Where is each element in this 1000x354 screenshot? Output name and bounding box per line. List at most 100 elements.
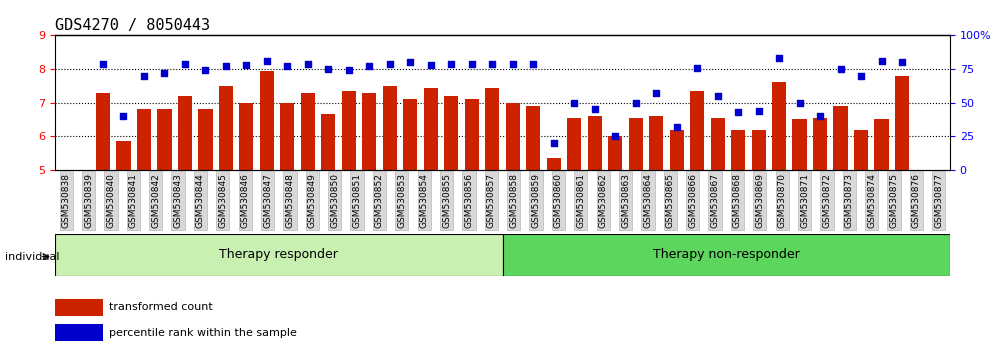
Bar xyxy=(670,130,684,170)
Bar xyxy=(321,114,335,170)
Text: GSM530858: GSM530858 xyxy=(509,173,518,228)
Bar xyxy=(383,86,397,170)
Text: Therapy non-responder: Therapy non-responder xyxy=(653,249,800,261)
Point xyxy=(177,61,193,67)
Bar xyxy=(792,119,807,170)
Text: GSM530852: GSM530852 xyxy=(375,173,384,228)
Bar xyxy=(731,130,745,170)
Bar xyxy=(547,158,561,170)
Point xyxy=(607,133,623,139)
Text: GSM530867: GSM530867 xyxy=(711,173,720,228)
Point xyxy=(382,61,398,67)
Text: GSM530876: GSM530876 xyxy=(912,173,921,228)
Point xyxy=(259,58,275,64)
Text: GSM530839: GSM530839 xyxy=(84,173,93,228)
Point xyxy=(300,61,316,67)
Point xyxy=(484,61,500,67)
Bar xyxy=(503,234,950,276)
Text: GSM530868: GSM530868 xyxy=(733,173,742,228)
Bar xyxy=(752,130,766,170)
Text: GSM530866: GSM530866 xyxy=(688,173,697,228)
Point xyxy=(218,63,234,69)
Bar xyxy=(260,71,274,170)
Point xyxy=(587,107,603,112)
Text: GSM530855: GSM530855 xyxy=(442,173,451,228)
Text: GSM530843: GSM530843 xyxy=(174,173,183,228)
Bar xyxy=(629,118,643,170)
Bar xyxy=(506,103,520,170)
Bar xyxy=(895,76,909,170)
Bar xyxy=(342,91,356,170)
Bar xyxy=(55,324,103,341)
Point xyxy=(771,56,787,61)
Bar xyxy=(362,92,376,170)
Bar xyxy=(280,103,294,170)
Bar xyxy=(526,106,540,170)
Text: GSM530838: GSM530838 xyxy=(62,173,71,228)
Bar xyxy=(874,119,889,170)
Point xyxy=(156,70,172,76)
Text: GSM530847: GSM530847 xyxy=(263,173,272,228)
Bar xyxy=(813,118,827,170)
Text: GSM530861: GSM530861 xyxy=(576,173,585,228)
Point xyxy=(894,59,910,65)
Bar xyxy=(465,99,479,170)
Text: GSM530877: GSM530877 xyxy=(934,173,943,228)
Text: GSM530850: GSM530850 xyxy=(330,173,339,228)
Bar xyxy=(588,116,602,170)
Bar xyxy=(239,103,253,170)
Bar xyxy=(444,96,458,170)
Text: GSM530873: GSM530873 xyxy=(845,173,854,228)
Text: GSM530842: GSM530842 xyxy=(151,173,160,228)
Point xyxy=(279,63,295,69)
Bar xyxy=(178,96,192,170)
Text: GSM530859: GSM530859 xyxy=(532,173,541,228)
Point xyxy=(628,100,644,105)
Bar xyxy=(567,118,581,170)
Text: GSM530869: GSM530869 xyxy=(755,173,764,228)
Point xyxy=(792,100,808,105)
Text: percentile rank within the sample: percentile rank within the sample xyxy=(109,328,297,338)
Text: GSM530865: GSM530865 xyxy=(666,173,675,228)
Bar xyxy=(424,87,438,170)
Text: GSM530848: GSM530848 xyxy=(285,173,294,228)
Text: transformed count: transformed count xyxy=(109,302,213,312)
Point xyxy=(505,61,521,67)
Point xyxy=(566,100,582,105)
Bar xyxy=(403,99,417,170)
Point xyxy=(730,109,746,115)
Point xyxy=(689,65,705,70)
Text: GSM530874: GSM530874 xyxy=(867,173,876,228)
Bar xyxy=(116,141,131,170)
Bar xyxy=(198,109,213,170)
Point xyxy=(874,58,890,64)
Point xyxy=(320,66,336,72)
Text: GSM530851: GSM530851 xyxy=(353,173,362,228)
Point xyxy=(115,113,131,119)
Point xyxy=(669,124,685,130)
Bar xyxy=(157,109,172,170)
Bar xyxy=(137,109,151,170)
Point xyxy=(402,59,418,65)
Text: GSM530854: GSM530854 xyxy=(420,173,429,228)
Text: GSM530875: GSM530875 xyxy=(890,173,899,228)
Point xyxy=(136,73,152,79)
Text: GDS4270 / 8050443: GDS4270 / 8050443 xyxy=(55,18,210,33)
Point xyxy=(751,108,767,114)
Bar xyxy=(55,299,103,316)
Bar xyxy=(96,92,110,170)
Text: GSM530860: GSM530860 xyxy=(554,173,563,228)
Text: GSM530872: GSM530872 xyxy=(822,173,831,228)
Point xyxy=(546,140,562,146)
Point xyxy=(443,61,459,67)
Text: GSM530871: GSM530871 xyxy=(800,173,809,228)
Bar xyxy=(608,136,622,170)
Bar xyxy=(485,87,499,170)
Text: GSM530846: GSM530846 xyxy=(241,173,250,228)
Point xyxy=(361,63,377,69)
Point xyxy=(238,62,254,68)
Point xyxy=(812,113,828,119)
Point xyxy=(853,73,869,79)
Point xyxy=(833,66,849,72)
Bar xyxy=(649,116,663,170)
